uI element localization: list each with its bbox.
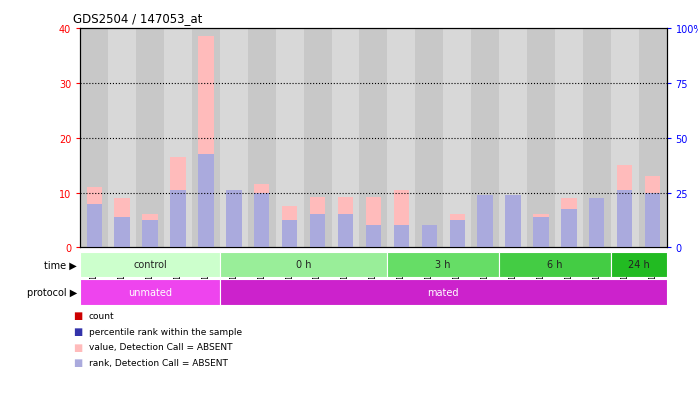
Bar (589, 199, 604, 248)
Bar (359, 29, 387, 248)
Bar (422, 226, 437, 248)
Text: GDS2504 / 147053_at: GDS2504 / 147053_at (73, 12, 202, 25)
Bar (387, 252, 499, 278)
Bar (170, 190, 186, 248)
Bar (226, 190, 242, 248)
Bar (387, 29, 415, 248)
Bar (527, 29, 555, 248)
Text: unmated: unmated (128, 287, 172, 297)
Bar (477, 196, 493, 248)
Bar (164, 29, 192, 248)
Bar (254, 193, 269, 248)
Bar (87, 188, 102, 248)
Text: 3 h: 3 h (436, 260, 451, 270)
Bar (192, 29, 220, 248)
Bar (589, 199, 604, 248)
Bar (282, 207, 297, 248)
Bar (170, 157, 186, 248)
Bar (450, 221, 465, 248)
Bar (366, 197, 381, 248)
Text: value, Detection Call = ABSENT: value, Detection Call = ABSENT (89, 342, 232, 351)
Bar (611, 29, 639, 248)
Bar (198, 155, 214, 248)
Bar (617, 190, 632, 248)
Bar (332, 29, 359, 248)
Bar (226, 190, 242, 248)
Bar (583, 29, 611, 248)
Bar (220, 280, 667, 305)
Bar (561, 199, 577, 248)
Bar (136, 29, 164, 248)
Bar (310, 197, 325, 248)
Bar (499, 252, 611, 278)
Bar (220, 252, 387, 278)
Bar (338, 197, 353, 248)
Bar (555, 29, 583, 248)
Bar (366, 226, 381, 248)
Bar (477, 196, 493, 248)
Text: protocol ▶: protocol ▶ (27, 287, 77, 297)
Bar (645, 193, 660, 248)
Bar (80, 29, 108, 248)
Bar (499, 29, 527, 248)
Bar (254, 185, 269, 248)
Text: 6 h: 6 h (547, 260, 563, 270)
Text: control: control (133, 260, 167, 270)
Bar (443, 29, 471, 248)
Bar (114, 199, 130, 248)
Bar (422, 226, 437, 248)
Bar (394, 226, 409, 248)
Text: rank, Detection Call = ABSENT: rank, Detection Call = ABSENT (89, 358, 228, 367)
Text: time ▶: time ▶ (44, 260, 77, 270)
Text: 0 h: 0 h (296, 260, 311, 270)
Bar (304, 29, 332, 248)
Bar (639, 29, 667, 248)
Bar (338, 215, 353, 248)
Bar (276, 29, 304, 248)
Bar (80, 252, 220, 278)
Bar (505, 196, 521, 248)
Text: ■: ■ (73, 342, 82, 352)
Text: 24 h: 24 h (628, 260, 650, 270)
Text: mated: mated (427, 287, 459, 297)
Bar (394, 190, 409, 248)
Bar (114, 218, 130, 248)
Bar (505, 196, 521, 248)
Bar (198, 37, 214, 248)
Bar (310, 215, 325, 248)
Bar (561, 209, 577, 248)
Bar (533, 215, 549, 248)
Text: count: count (89, 311, 114, 320)
Bar (645, 177, 660, 248)
Bar (611, 252, 667, 278)
Bar (80, 280, 220, 305)
Bar (220, 29, 248, 248)
Bar (108, 29, 136, 248)
Text: ■: ■ (73, 358, 82, 368)
Text: ■: ■ (73, 311, 82, 320)
Bar (415, 29, 443, 248)
Bar (617, 166, 632, 248)
Bar (282, 221, 297, 248)
Bar (450, 215, 465, 248)
Bar (471, 29, 499, 248)
Bar (142, 215, 158, 248)
Bar (142, 221, 158, 248)
Bar (533, 218, 549, 248)
Text: percentile rank within the sample: percentile rank within the sample (89, 327, 242, 336)
Text: ■: ■ (73, 326, 82, 336)
Bar (87, 204, 102, 248)
Bar (248, 29, 276, 248)
